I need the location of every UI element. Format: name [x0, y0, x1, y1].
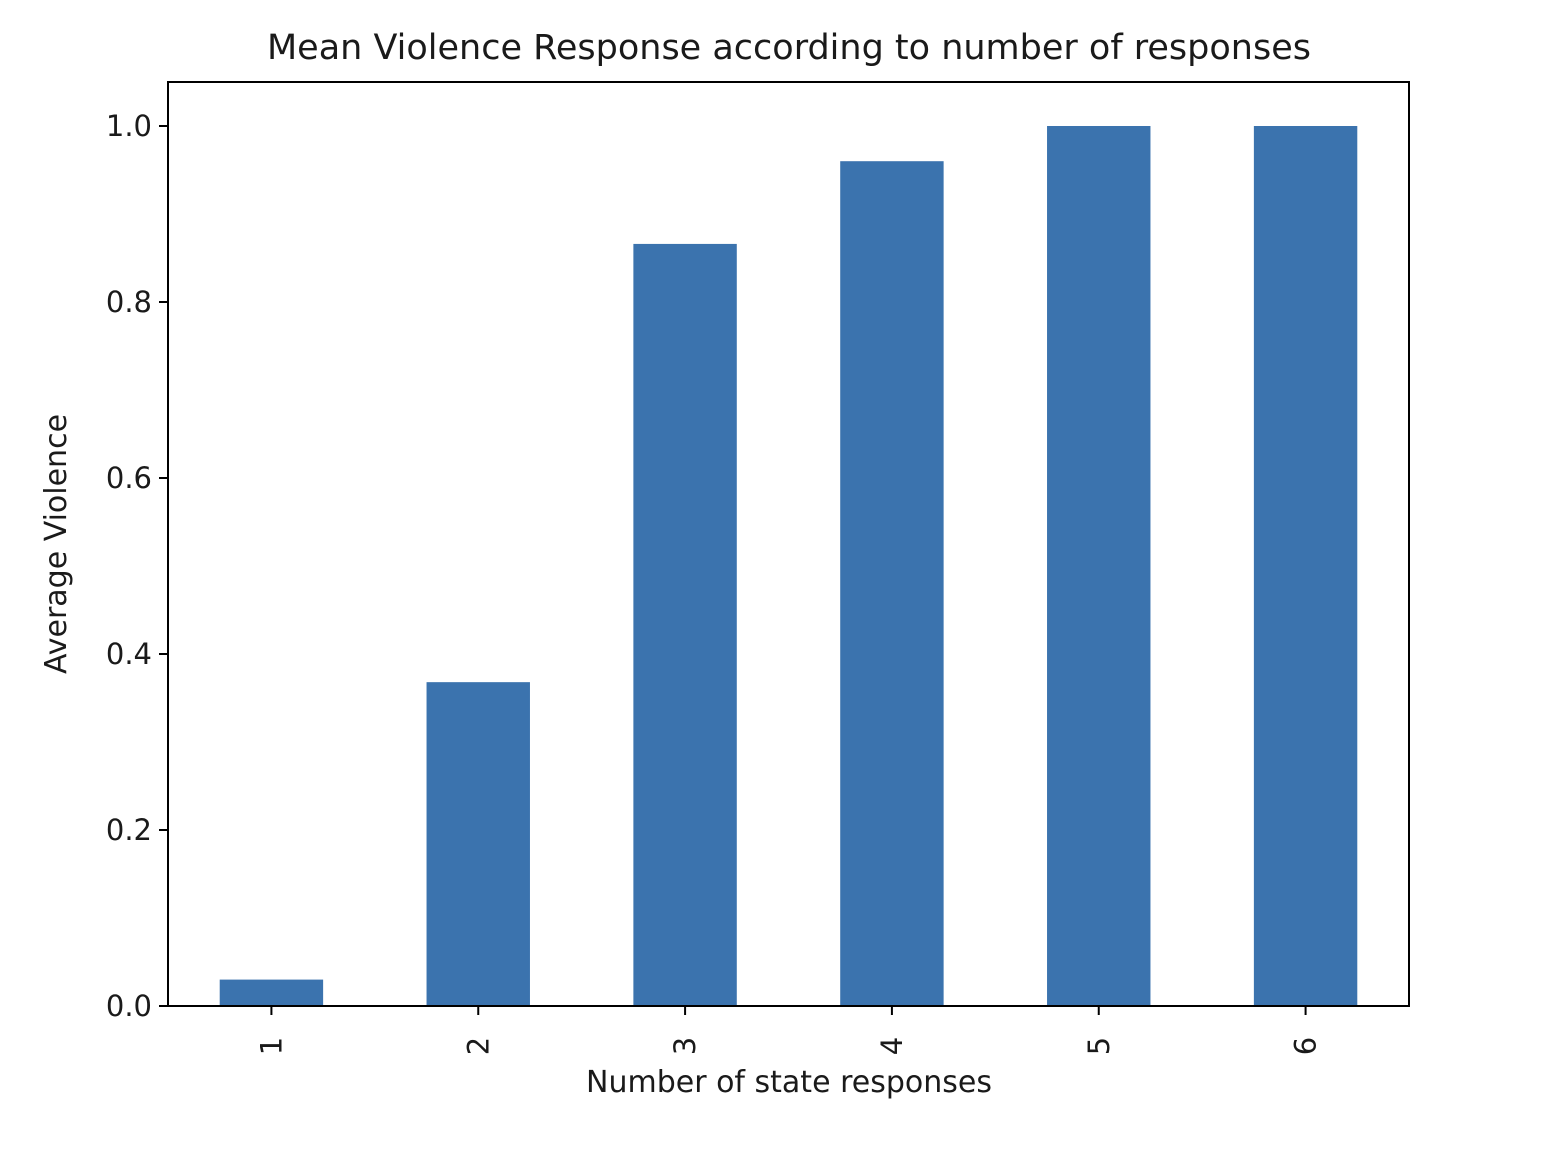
y-tick-label: 0.6	[106, 461, 152, 495]
bar-6	[1253, 126, 1358, 1006]
y-tick-label: 0.4	[106, 637, 152, 671]
bars-group	[219, 126, 1358, 1007]
y-tick-label: 0.8	[106, 285, 152, 319]
x-axis-label: Number of state responses	[586, 1065, 992, 1100]
bar-4	[840, 161, 944, 1006]
x-tick-label: 4	[875, 1037, 909, 1055]
bar-5	[1047, 126, 1151, 1006]
y-tick-label: 0.0	[106, 989, 152, 1023]
x-axis-ticks: 1 2 3 4 5 6	[254, 1006, 1323, 1055]
x-tick-label: 2	[461, 1037, 495, 1055]
chart-title: Mean Violence Response according to numb…	[267, 28, 1311, 68]
x-tick-label: 3	[668, 1037, 702, 1055]
bar-3	[633, 243, 737, 1007]
bar-2	[426, 682, 530, 1006]
bar-1	[219, 979, 324, 1006]
y-axis-ticks: 0.0 0.2 0.4 0.6 0.8 1.0	[106, 109, 168, 1023]
y-tick-label: 0.2	[106, 813, 152, 847]
y-axis-label: Average Violence	[39, 414, 74, 674]
plot-frame	[167, 81, 1410, 1007]
y-tick-label: 1.0	[106, 109, 152, 143]
x-tick-label: 1	[254, 1037, 288, 1055]
x-tick-label: 5	[1082, 1037, 1116, 1055]
x-tick-label: 6	[1289, 1037, 1323, 1055]
